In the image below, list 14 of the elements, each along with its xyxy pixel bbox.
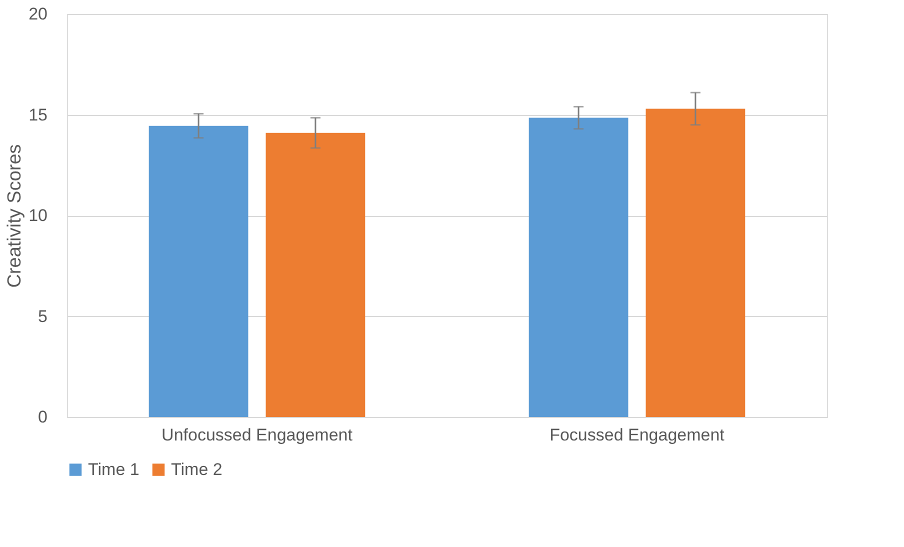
bar <box>528 118 628 417</box>
legend-label: Time 2 <box>171 460 222 479</box>
y-tick-label: 15 <box>28 105 48 124</box>
y-tick-label: 0 <box>38 408 48 426</box>
x-tick-label: Focussed Engagement <box>550 426 725 444</box>
bar <box>148 126 248 417</box>
x-tick-label: Unfocussed Engagement <box>162 426 353 444</box>
bar <box>266 132 366 417</box>
y-tick-label: 20 <box>28 4 48 24</box>
bar <box>646 108 746 417</box>
y-tick-label: 5 <box>38 306 48 326</box>
y-axis-title: Creativity Scores <box>4 144 26 288</box>
y-tick-label: 10 <box>28 206 48 225</box>
legend-label: Time 1 <box>88 460 140 479</box>
